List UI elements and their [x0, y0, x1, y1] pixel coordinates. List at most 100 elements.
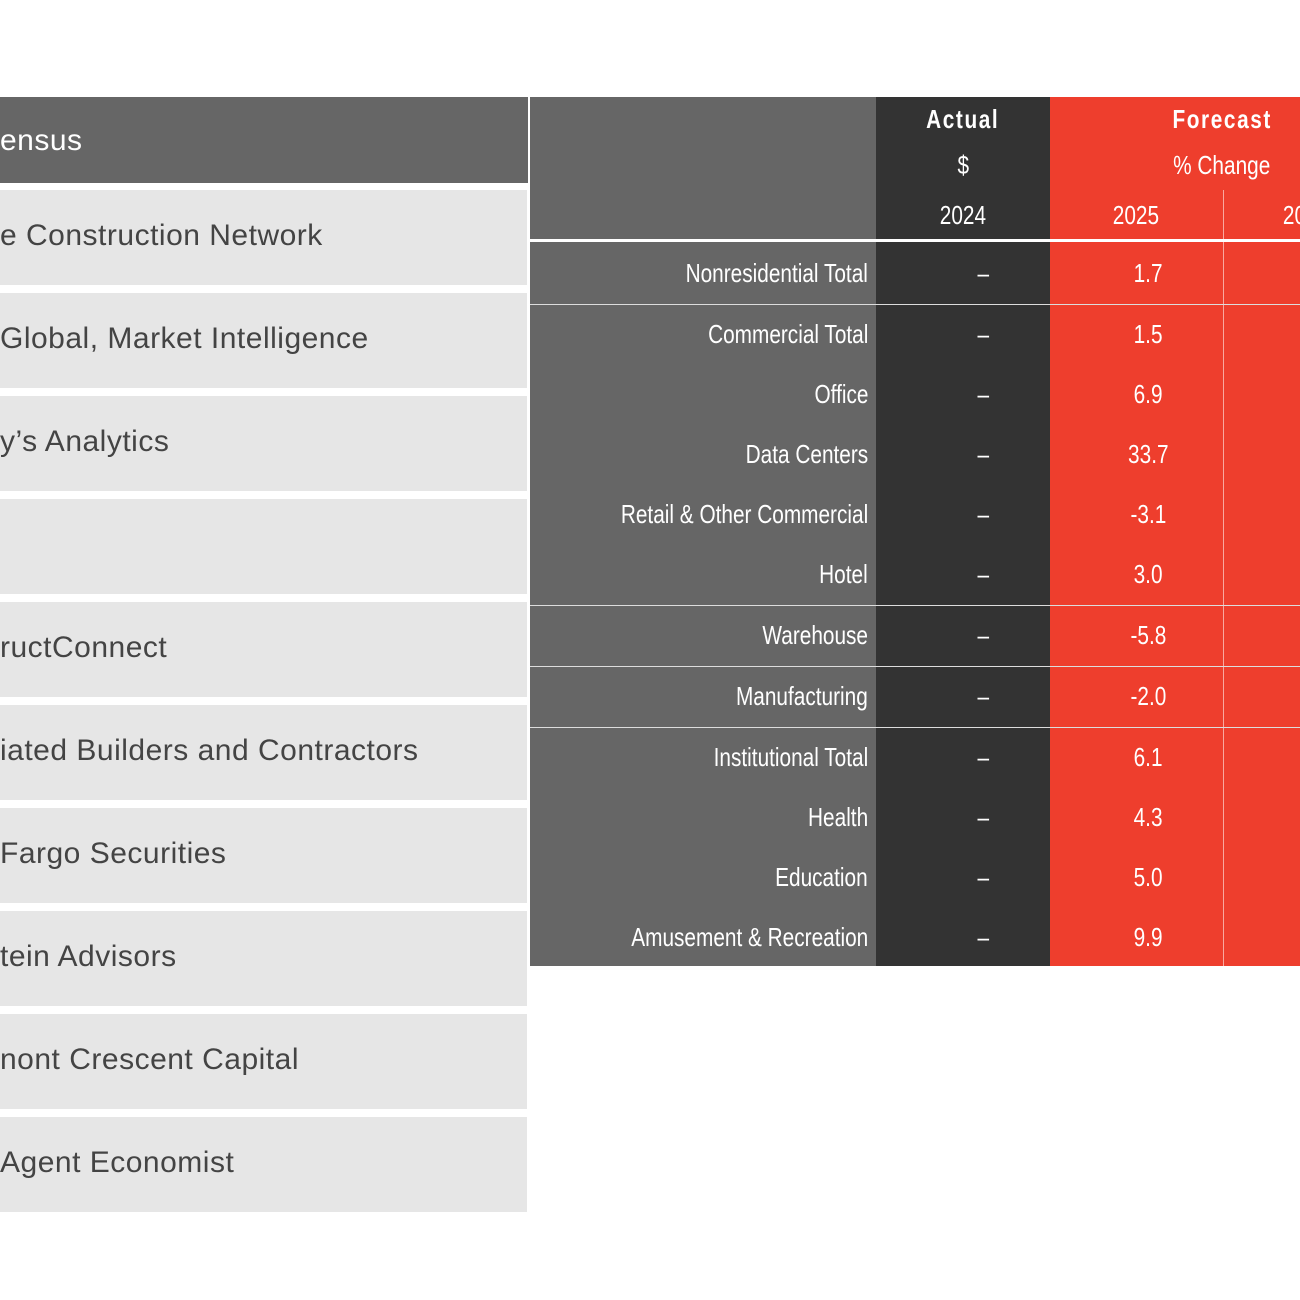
forecast-value-text: -3.1 — [1130, 499, 1166, 529]
row-rule — [530, 304, 1300, 305]
source-name: iated Builders and Contractors — [0, 734, 419, 767]
row-label-text: Retail & Other Commercial — [620, 499, 868, 529]
row-label: Manufacturing — [530, 681, 868, 712]
actual-title: Actual — [878, 104, 1048, 135]
actual-value: – — [933, 499, 1033, 530]
actual-value-text: – — [977, 319, 989, 349]
row-label: Amusement & Recreation — [530, 922, 868, 953]
forecast-value-text: 6.1 — [1133, 742, 1163, 772]
year-label-text: 2025 — [1112, 200, 1160, 230]
actual-value-text: – — [977, 379, 989, 409]
source-name: y’s Analytics — [0, 425, 170, 458]
actual-unit: $ — [878, 150, 1048, 181]
source-name: Agent Economist — [0, 1146, 235, 1179]
actual-value: – — [933, 802, 1033, 833]
forecast-value: 4.3 — [1088, 802, 1208, 833]
source-name: tein Advisors — [0, 940, 177, 973]
forecast-value: 1.5 — [1088, 319, 1208, 350]
forecast-value-text: -2.0 — [1130, 681, 1166, 711]
year-label: 2024 — [878, 200, 1048, 231]
row-label-text: Commercial Total — [707, 319, 868, 349]
forecast-value-text: 5.0 — [1133, 862, 1163, 892]
row-label-text: Data Centers — [745, 439, 868, 469]
forecast-value: -3.1 — [1088, 499, 1208, 530]
source-row: Agent Economist — [0, 1117, 527, 1212]
row-label-text: Office — [814, 379, 868, 409]
forecast-unit-text: % Change — [1173, 150, 1271, 180]
forecast-value: 5.0 — [1088, 862, 1208, 893]
forecast-title-text: Forecast — [1172, 104, 1272, 134]
source-row: y’s Analytics — [0, 396, 527, 491]
row-label-text: Health — [807, 802, 868, 832]
source-name: Global, Market Intelligence — [0, 322, 369, 355]
row-label: Institutional Total — [530, 742, 868, 773]
row-label-text: Warehouse — [762, 620, 868, 650]
source-row: Global, Market Intelligence — [0, 293, 527, 388]
row-label-text: Amusement & Recreation — [631, 922, 868, 952]
forecast-value: 3.0 — [1088, 559, 1208, 590]
forecast-value: 6.1 — [1088, 742, 1208, 773]
actual-title-text: Actual — [926, 104, 1000, 134]
source-row: Fargo Securities — [0, 808, 527, 903]
actual-value: – — [933, 742, 1033, 773]
forecast-value: 6.9 — [1088, 379, 1208, 410]
actual-value: – — [933, 559, 1033, 590]
forecast-value-text: 4.3 — [1133, 802, 1163, 832]
actual-value-text: – — [977, 258, 989, 288]
source-row: iated Builders and Contractors — [0, 705, 527, 800]
row-label-text: Manufacturing — [736, 681, 868, 711]
source-row: e Construction Network — [0, 190, 527, 285]
actual-value-text: – — [977, 922, 989, 952]
forecast-value: -5.8 — [1088, 620, 1208, 651]
header-rule — [530, 239, 1300, 242]
row-rule — [530, 666, 1300, 667]
row-label: Office — [530, 379, 868, 410]
forecast-value-text: 3.0 — [1133, 559, 1163, 589]
forecast-value-text: 33.7 — [1127, 439, 1169, 469]
source-row: tein Advisors — [0, 911, 527, 1006]
row-label-text: Education — [775, 862, 868, 892]
row-label: Data Centers — [530, 439, 868, 470]
source-name: ructConnect — [0, 631, 168, 664]
actual-value: – — [933, 439, 1033, 470]
row-label: Retail & Other Commercial — [530, 499, 868, 530]
forecast-value-text: 9.9 — [1133, 922, 1163, 952]
row-label: Nonresidential Total — [530, 258, 868, 289]
actual-value-text: – — [977, 559, 989, 589]
row-label-text: Nonresidential Total — [685, 258, 868, 288]
source-name: Fargo Securities — [0, 837, 227, 870]
actual-value: – — [933, 862, 1033, 893]
row-label-text: Hotel — [819, 559, 868, 589]
actual-value-text: – — [977, 802, 989, 832]
actual-value-text: – — [977, 862, 989, 892]
forecast-value: -2.0 — [1088, 681, 1208, 712]
actual-value-text: – — [977, 681, 989, 711]
actual-value-text: – — [977, 499, 989, 529]
actual-value: – — [933, 620, 1033, 651]
row-rule — [530, 727, 1300, 728]
source-row: ructConnect — [0, 602, 527, 697]
row-label: Hotel — [530, 559, 868, 590]
actual-value-text: – — [977, 439, 989, 469]
label-column — [530, 97, 876, 966]
row-label-text: Institutional Total — [713, 742, 868, 772]
row-rule — [530, 605, 1300, 606]
year-label: 20 — [1280, 200, 1300, 231]
source-row: nont Crescent Capital — [0, 1014, 527, 1109]
actual-value: – — [933, 379, 1033, 410]
actual-unit-text: $ — [957, 150, 969, 180]
forecast-value-text: -5.8 — [1130, 620, 1166, 650]
actual-value: – — [933, 922, 1033, 953]
forecast-title: Forecast — [1122, 104, 1300, 135]
actual-value: – — [933, 319, 1033, 350]
forecast-value: 9.9 — [1088, 922, 1208, 953]
row-label: Warehouse — [530, 620, 868, 651]
column-divider — [1223, 190, 1224, 966]
forecast-value: 1.7 — [1088, 258, 1208, 289]
year-label: 2025 — [1076, 200, 1196, 231]
year-label-text: 20 — [1282, 200, 1300, 230]
source-row — [0, 499, 527, 594]
forecast-unit: % Change — [1122, 150, 1300, 181]
